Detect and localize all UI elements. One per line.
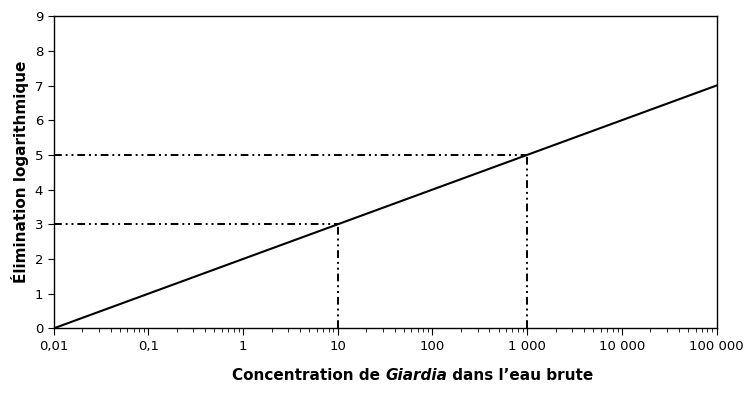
Text: Concentration de: Concentration de	[232, 368, 385, 383]
Text: dans l’eau brute: dans l’eau brute	[447, 368, 593, 383]
Text: Giardia: Giardia	[385, 368, 447, 383]
Y-axis label: Élimination logarithmique: Élimination logarithmique	[11, 61, 29, 284]
